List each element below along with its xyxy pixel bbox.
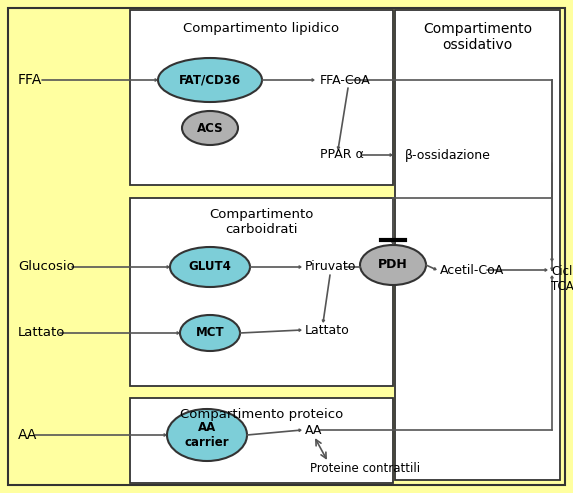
Text: Lattato: Lattato — [18, 326, 65, 340]
Text: MCT: MCT — [196, 326, 224, 340]
Ellipse shape — [170, 247, 250, 287]
Text: Ciclo
TCA: Ciclo TCA — [551, 265, 573, 293]
Bar — [395, 10, 560, 480]
Text: Compartimento
ossidativo: Compartimento ossidativo — [423, 22, 532, 52]
Text: AA: AA — [305, 423, 323, 436]
Ellipse shape — [158, 58, 262, 102]
Text: Compartimento lipidico: Compartimento lipidico — [183, 22, 340, 35]
Text: Acetil-CoA: Acetil-CoA — [440, 263, 504, 277]
Text: FFA: FFA — [18, 73, 42, 87]
Text: Compartimento
carboidrati: Compartimento carboidrati — [209, 208, 313, 236]
Bar — [130, 198, 393, 386]
Text: Glucosio: Glucosio — [18, 260, 74, 274]
Ellipse shape — [360, 245, 426, 285]
Text: FFA-CoA: FFA-CoA — [320, 73, 371, 86]
Text: β-ossidazione: β-ossidazione — [405, 148, 491, 162]
Bar — [130, 10, 393, 185]
Text: AA: AA — [18, 428, 37, 442]
Text: GLUT4: GLUT4 — [189, 260, 231, 274]
Text: Piruvato: Piruvato — [305, 260, 356, 274]
Ellipse shape — [167, 409, 247, 461]
Text: FAT/CD36: FAT/CD36 — [179, 73, 241, 86]
Text: Lattato: Lattato — [305, 323, 350, 337]
Text: ACS: ACS — [197, 121, 223, 135]
Text: PDH: PDH — [378, 258, 408, 272]
Text: PPAR α: PPAR α — [320, 148, 364, 162]
Ellipse shape — [180, 315, 240, 351]
Text: AA
carrier: AA carrier — [185, 421, 229, 449]
Text: Proteine contrattili: Proteine contrattili — [310, 461, 420, 474]
Bar — [130, 398, 393, 483]
Ellipse shape — [182, 111, 238, 145]
Text: Compartimento proteico: Compartimento proteico — [180, 408, 343, 421]
